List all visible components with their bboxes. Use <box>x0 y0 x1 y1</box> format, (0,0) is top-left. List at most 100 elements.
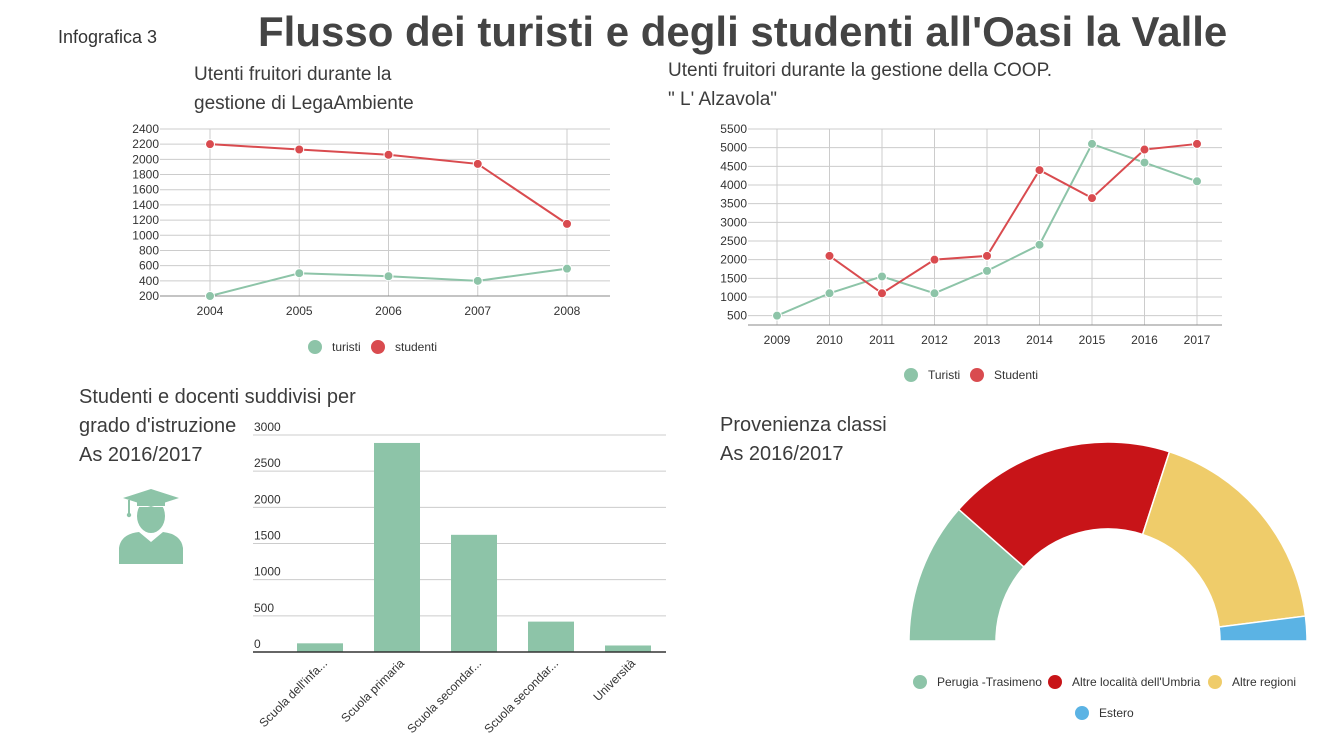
chart2-point <box>929 288 940 299</box>
chart4-legend-marker <box>1048 675 1062 689</box>
chart1-ytick-label: 2000 <box>132 152 159 166</box>
page-title: Flusso dei turisti e degli studenti all'… <box>258 8 1228 55</box>
chart3-ytick-label: 1000 <box>254 565 281 579</box>
chart2-ytick-label: 2500 <box>720 234 747 248</box>
chart1-point <box>383 271 394 282</box>
chart2-point <box>877 271 887 282</box>
chart1-point <box>472 275 483 286</box>
chart1-legend-marker <box>371 340 385 354</box>
chart2-ytick-label: 4500 <box>720 159 747 173</box>
chart2-legend-label: Turisti <box>928 368 960 382</box>
chart3-title-line1: Studenti e docenti suddivisi per <box>79 386 356 408</box>
chart2-xtick-label: 2015 <box>1079 333 1106 347</box>
chart1-title-line1: Utenti fruitori durante la <box>194 64 392 85</box>
chart4-legend-label: Altre località dell'Umbria <box>1072 675 1201 689</box>
chart1-point <box>562 218 572 229</box>
chart2-ytick-label: 500 <box>727 309 747 323</box>
chart2-ytick-label: 4000 <box>720 178 747 192</box>
chart1-legend-marker <box>308 340 322 354</box>
chart2-point <box>1034 165 1045 176</box>
chart4-slice <box>957 441 1171 568</box>
chart2-title: Utenti fruitori durante la gestione dell… <box>668 56 1052 114</box>
chart1-title-line2: gestione di LegaAmbiente <box>194 93 414 114</box>
chart2-point <box>1139 144 1150 155</box>
chart2-xtick-label: 2014 <box>1026 333 1053 347</box>
chart4-title: Provenienza classi As 2016/2017 <box>720 411 887 469</box>
chart1-ytick-label: 400 <box>139 274 159 288</box>
chart3-ytick-label: 2500 <box>254 456 281 470</box>
chart4-legend-marker <box>1208 675 1222 689</box>
chart4-legend-label: Estero <box>1099 706 1134 720</box>
chart3-bar <box>374 442 420 652</box>
chart2-xtick-label: 2013 <box>974 333 1001 347</box>
chart2-title-line2: " L' Alzavola" <box>668 89 778 110</box>
chart4-title-line1: Provenienza classi <box>720 414 887 436</box>
chart2-ytick-label: 1500 <box>720 271 747 285</box>
chart2-point <box>824 288 835 299</box>
chart2-legend-label: Studenti <box>994 368 1038 382</box>
chart2-ytick-label: 3500 <box>720 197 747 211</box>
chart1-xtick-label: 2007 <box>464 304 491 318</box>
chart2-point <box>1034 239 1045 250</box>
chart1-ytick-label: 200 <box>139 289 159 303</box>
chart1-xtick-label: 2005 <box>286 304 313 318</box>
chart1-legend-label: turisti <box>332 340 361 354</box>
chart1-ytick-label: 1400 <box>132 198 159 212</box>
chart1-ytick-label: 2200 <box>132 137 159 151</box>
chart3-bar <box>451 534 497 652</box>
chart1-ytick-label: 1600 <box>132 183 159 197</box>
chart2-xtick-label: 2011 <box>869 333 895 347</box>
chart3-title-line3: As 2016/2017 <box>79 444 203 466</box>
chart2-xtick-label: 2009 <box>764 333 791 347</box>
chart3-title-line2: grado d'istruzione <box>79 415 237 437</box>
chart1-ytick-label: 1200 <box>132 213 159 227</box>
chart1-xtick-label: 2006 <box>375 304 402 318</box>
chart4-title-line2: As 2016/2017 <box>720 443 844 465</box>
chart1-point <box>294 268 305 279</box>
chart2-legend-marker <box>970 368 984 382</box>
chart2-xtick-label: 2017 <box>1184 333 1211 347</box>
chart3-title: Studenti e docenti suddivisi per grado d… <box>79 383 356 470</box>
chart2-point <box>1192 138 1202 149</box>
chart1-xtick-label: 2008 <box>554 304 581 318</box>
chart3-ytick-label: 0 <box>254 637 261 651</box>
chart2-point <box>1139 157 1150 168</box>
chart2-point <box>982 265 992 276</box>
chart1-point <box>294 144 305 155</box>
chart3-ytick-label: 500 <box>254 601 274 615</box>
chart1-ytick-label: 1000 <box>132 228 159 242</box>
chart2-ytick-label: 1000 <box>720 290 747 304</box>
chart2-point <box>877 288 887 299</box>
chart2-point <box>772 310 782 321</box>
chart4-legend-marker <box>913 675 927 689</box>
chart1-legend-label: studenti <box>395 340 437 354</box>
chart1-point <box>205 139 215 150</box>
chart2-xtick-label: 2012 <box>921 333 948 347</box>
chart3-ytick-label: 3000 <box>254 420 281 434</box>
chart1-point <box>383 149 394 160</box>
chart1-xtick-label: 2004 <box>197 304 224 318</box>
chart3-bar <box>528 621 574 652</box>
chart2-point <box>1087 193 1097 204</box>
chart2-ytick-label: 2000 <box>720 253 747 267</box>
chart4-slice <box>1218 615 1308 642</box>
chart1-title: Utenti fruitori durante la gestione di L… <box>194 60 414 118</box>
chart3-ytick-label: 2000 <box>254 492 281 506</box>
chart1-ytick-label: 1800 <box>132 168 159 182</box>
chart2-point <box>982 250 992 261</box>
chart2-point <box>1192 176 1202 187</box>
graduate-icon <box>119 489 183 564</box>
chart4-legend-label: Perugia -Trasimeno <box>937 675 1042 689</box>
chart2-ytick-label: 3000 <box>720 215 747 229</box>
chart2-point <box>1087 138 1097 149</box>
chart2-point <box>929 254 940 265</box>
chart1-point <box>472 158 483 169</box>
chart2-point <box>824 250 835 261</box>
chart1-ytick-label: 2400 <box>132 122 159 136</box>
chart2-xtick-label: 2016 <box>1131 333 1158 347</box>
infographic-tag: Infografica 3 <box>58 27 158 47</box>
